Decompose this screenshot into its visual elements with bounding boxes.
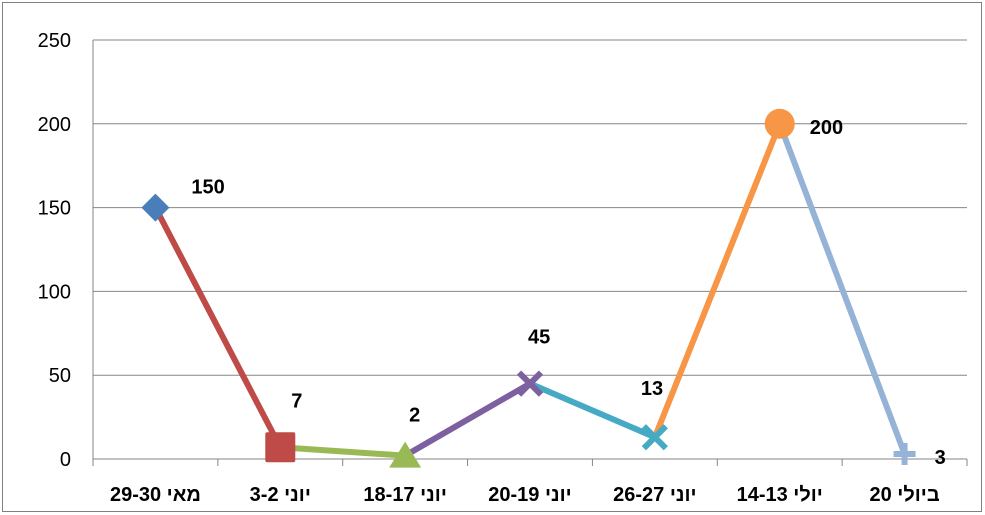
data-point-marker xyxy=(641,424,668,451)
x-category-label: 3-2 יוני xyxy=(250,484,311,506)
data-point xyxy=(265,432,296,463)
x-category-label: 26-27 יוני xyxy=(613,484,696,506)
x-category-label: 18-17 יוני xyxy=(363,484,446,506)
data-point-marker xyxy=(141,193,170,222)
y-tick-label: 50 xyxy=(49,365,71,387)
data-label: 2 xyxy=(409,405,420,427)
series-line-segment xyxy=(152,204,284,451)
data-point xyxy=(516,370,544,397)
y-tick-label: 250 xyxy=(38,30,71,52)
y-tick-label: 200 xyxy=(38,114,71,136)
y-tick-label: 100 xyxy=(38,281,71,303)
data-label: 150 xyxy=(191,177,224,199)
y-tick-label: 150 xyxy=(38,198,71,220)
data-label: 13 xyxy=(641,378,663,400)
data-point xyxy=(141,193,170,222)
data-label: 7 xyxy=(291,390,302,412)
data-label: 3 xyxy=(935,447,946,469)
data-point-marker xyxy=(265,432,296,463)
x-category-label: 20 ביולי xyxy=(869,484,939,506)
data-point xyxy=(389,441,422,468)
data-label: 200 xyxy=(810,117,843,139)
x-category-label: 14-13 יולי xyxy=(737,484,823,506)
x-category-label: 29-30 מאי xyxy=(110,484,201,506)
series-line-segment xyxy=(277,444,409,459)
data-point xyxy=(764,108,795,139)
y-tick-label: 0 xyxy=(60,449,71,471)
series-line-segment xyxy=(776,120,908,457)
data-point xyxy=(641,424,668,451)
data-point-marker xyxy=(516,370,544,397)
x-category-label: 20-19 יוני xyxy=(488,484,571,506)
series-line-segment xyxy=(651,120,783,441)
data-label: 45 xyxy=(528,327,550,349)
data-point-marker xyxy=(893,442,916,465)
data-point-marker xyxy=(764,108,795,139)
data-point-marker xyxy=(389,441,422,468)
series-line-segment xyxy=(527,380,658,441)
series-line-segment xyxy=(402,380,533,459)
